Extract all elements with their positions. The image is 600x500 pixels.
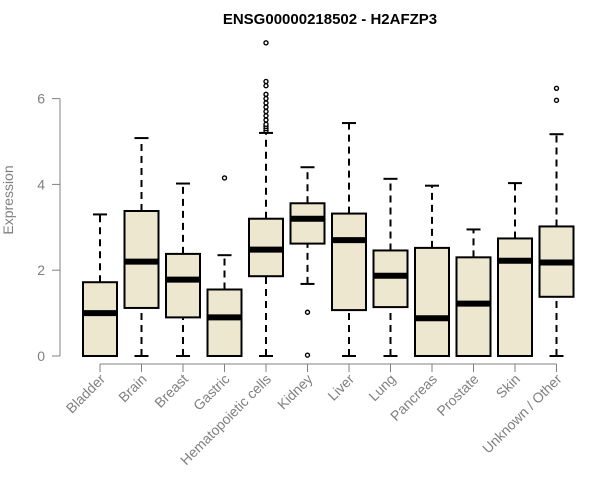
x-tick-label: Liver: [324, 371, 357, 404]
box-bladder: [82, 213, 118, 358]
box-unknown-other: [538, 85, 575, 357]
x-tick-label: Breast: [151, 371, 191, 411]
x-tick-label: Prostate: [433, 371, 481, 419]
box-iqr: [497, 237, 533, 357]
box-iqr: [455, 256, 492, 357]
outlier-point: [553, 97, 560, 104]
outlier-point: [263, 113, 269, 119]
x-tick-label: Skin: [493, 371, 524, 402]
box-iqr: [206, 288, 243, 358]
box-lung: [372, 177, 409, 357]
x-tick-label: Kidney: [274, 371, 316, 413]
chart-title: ENSG00000218502 - H2AFZP3: [223, 11, 437, 28]
x-tick-label: Brain: [115, 371, 149, 405]
outlier-point: [263, 121, 269, 128]
y-tick-label: 0: [37, 348, 45, 364]
box-iqr: [414, 246, 450, 357]
box-liver: [331, 122, 367, 357]
box-prostate: [455, 228, 492, 357]
x-tick-label: Unknown / Other: [479, 371, 565, 457]
outlier-point: [263, 91, 269, 98]
box-hematopoietic-cells: [248, 40, 284, 357]
box-skin: [497, 182, 533, 357]
outlier-point: [263, 95, 269, 102]
boxes-group: [82, 40, 575, 358]
outlier-point: [304, 309, 311, 315]
outlier-point: [263, 78, 269, 85]
box-iqr: [289, 202, 326, 245]
y-axis-label: Expression: [0, 165, 16, 234]
box-iqr: [331, 212, 367, 312]
outlier-point: [263, 100, 269, 106]
y-tick-label: 2: [37, 262, 45, 278]
outlier-point: [263, 108, 269, 115]
box-brain: [123, 137, 160, 357]
outlier-point: [263, 83, 269, 89]
y-tick-label: 6: [37, 91, 45, 107]
x-tick-label: Bladder: [63, 371, 109, 417]
outlier-point: [304, 352, 311, 358]
box-iqr: [165, 252, 201, 319]
box-iqr: [372, 249, 409, 309]
box-breast: [165, 182, 201, 357]
y-tick-label: 4: [37, 176, 45, 192]
outlier-point: [263, 104, 269, 110]
y-axis: 0 2 4 6: [37, 91, 61, 364]
box-iqr: [82, 281, 118, 358]
outlier-point: [263, 40, 269, 46]
box-gastric: [206, 175, 243, 358]
box-pancreas: [414, 184, 450, 357]
outlier-point: [553, 85, 560, 92]
outlier-point: [221, 175, 228, 181]
outlier-point: [263, 117, 269, 123]
box-kidney: [289, 166, 326, 358]
x-tick-label: Lung: [365, 371, 398, 404]
